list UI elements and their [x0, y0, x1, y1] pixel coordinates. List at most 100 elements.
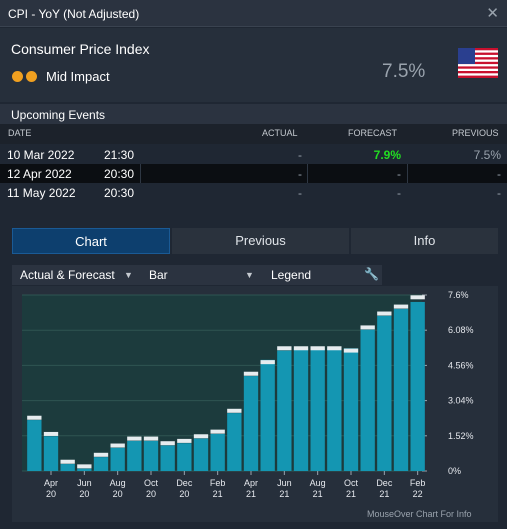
- column-previous: PREVIOUS: [452, 128, 499, 138]
- row-forecast: -: [397, 186, 401, 200]
- forecast-marker[interactable]: [327, 346, 342, 351]
- actual-bar[interactable]: [377, 315, 392, 471]
- actual-bar[interactable]: [127, 440, 142, 471]
- wrench-icon[interactable]: 🔧: [364, 267, 379, 281]
- actual-bar[interactable]: [27, 420, 42, 471]
- actual-bar[interactable]: [60, 464, 75, 471]
- tab-info[interactable]: Info: [351, 228, 498, 254]
- actual-bar[interactable]: [243, 376, 259, 471]
- actual-bar[interactable]: [210, 433, 225, 471]
- actual-bar[interactable]: [93, 457, 109, 471]
- view-tabs: Chart Previous Info: [12, 228, 498, 254]
- forecast-marker[interactable]: [93, 452, 109, 457]
- forecast-marker[interactable]: [60, 459, 75, 464]
- tab-previous[interactable]: Previous: [172, 228, 349, 254]
- row-date: 11 May 2022: [7, 186, 76, 200]
- y-tick-label: 1.52%: [448, 431, 474, 441]
- x-tick-year: 21: [379, 489, 389, 499]
- forecast-marker[interactable]: [127, 436, 142, 441]
- x-tick-month: Dec: [176, 478, 193, 488]
- table-row[interactable]: 11 May 2022 20:30 - - -: [0, 183, 507, 202]
- row-previous: -: [497, 167, 501, 181]
- forecast-marker[interactable]: [310, 346, 325, 351]
- actual-bar[interactable]: [393, 308, 409, 471]
- forecast-marker[interactable]: [110, 443, 125, 448]
- actual-bar[interactable]: [110, 447, 125, 471]
- row-divider: [140, 164, 141, 183]
- row-forecast: -: [397, 167, 401, 181]
- actual-bar[interactable]: [343, 348, 359, 471]
- x-tick-month: Aug: [110, 478, 126, 488]
- actual-bar[interactable]: [227, 413, 242, 471]
- x-tick-year: 21: [346, 489, 356, 499]
- tab-chart[interactable]: Chart: [12, 228, 170, 254]
- row-previous: -: [497, 186, 501, 200]
- legend-button[interactable]: Legend: [271, 268, 312, 282]
- forecast-marker[interactable]: [143, 436, 159, 441]
- y-tick-label: 4.56%: [448, 360, 474, 370]
- forecast-marker[interactable]: [377, 311, 392, 316]
- window-title: CPI - YoY (Not Adjusted): [8, 7, 140, 21]
- row-forecast: 7.9%: [373, 148, 401, 162]
- close-icon[interactable]: ✕: [486, 5, 499, 22]
- title-bar: CPI - YoY (Not Adjusted) ✕: [0, 0, 507, 27]
- actual-bar[interactable]: [143, 440, 159, 471]
- forecast-marker[interactable]: [260, 360, 275, 365]
- forecast-marker[interactable]: [160, 441, 175, 446]
- row-time: 21:30: [104, 148, 135, 162]
- actual-bar[interactable]: [277, 350, 292, 471]
- forecast-marker[interactable]: [193, 434, 209, 439]
- forecast-marker[interactable]: [410, 295, 425, 300]
- latest-value: 7.5%: [382, 61, 426, 82]
- x-tick-year: 22: [413, 489, 423, 499]
- impact-dot-icon: [12, 70, 23, 82]
- forecast-marker[interactable]: [343, 348, 359, 353]
- actual-bar[interactable]: [193, 438, 209, 471]
- actual-bar[interactable]: [360, 329, 375, 471]
- actual-bar[interactable]: [177, 443, 192, 471]
- x-tick-year: 21: [313, 489, 323, 499]
- actual-bar[interactable]: [310, 348, 325, 471]
- x-tick-year: 20: [79, 489, 89, 499]
- forecast-marker[interactable]: [393, 304, 409, 309]
- forecast-marker[interactable]: [210, 429, 225, 434]
- mode-select[interactable]: Actual & Forecast: [20, 268, 115, 282]
- actual-bar[interactable]: [293, 348, 309, 471]
- forecast-marker[interactable]: [27, 415, 42, 420]
- actual-bar[interactable]: [260, 359, 275, 471]
- table-row[interactable]: 10 Mar 2022 21:30 - 7.9% 7.5%: [0, 145, 507, 164]
- actual-bar[interactable]: [410, 301, 425, 471]
- table-row[interactable]: 12 Apr 2022 20:30 - - -: [0, 164, 507, 183]
- actual-bar[interactable]: [77, 468, 92, 471]
- row-actual: -: [298, 148, 302, 162]
- forecast-marker[interactable]: [293, 346, 309, 351]
- y-tick-label: 6.08%: [448, 325, 474, 335]
- x-tick-month: Oct: [144, 478, 159, 488]
- column-actual: ACTUAL: [262, 128, 298, 138]
- chevron-down-icon[interactable]: ▼: [124, 270, 133, 280]
- forecast-marker[interactable]: [360, 325, 375, 330]
- chart-footer: MouseOver Chart For Info: [367, 509, 472, 519]
- actual-bar[interactable]: [160, 445, 175, 471]
- x-tick-year: 20: [146, 489, 156, 499]
- forecast-marker[interactable]: [177, 438, 192, 443]
- us-flag-icon: [458, 48, 498, 78]
- x-tick-year: 21: [246, 489, 256, 499]
- forecast-marker[interactable]: [243, 371, 259, 376]
- row-actual: -: [298, 167, 302, 181]
- actual-bar[interactable]: [327, 348, 342, 471]
- actual-bar[interactable]: [43, 436, 59, 471]
- forecast-marker[interactable]: [43, 431, 59, 436]
- forecast-marker[interactable]: [277, 346, 292, 351]
- chevron-down-icon[interactable]: ▼: [245, 270, 254, 280]
- cpi-bar-chart[interactable]: 7.6%6.08%4.56%3.04%1.52%0% Apr20Jun20Aug…: [12, 286, 498, 522]
- event-name: Consumer Price Index: [11, 41, 150, 57]
- x-tick-month: Jun: [277, 478, 292, 488]
- row-time: 20:30: [104, 167, 135, 181]
- impact-dot-icon: [26, 70, 37, 82]
- impact-indicator: Mid Impact: [12, 68, 110, 84]
- forecast-marker[interactable]: [77, 464, 92, 469]
- chart-type-select[interactable]: Bar: [149, 268, 168, 282]
- upcoming-events-header: Upcoming Events: [0, 104, 507, 124]
- forecast-marker[interactable]: [227, 408, 242, 413]
